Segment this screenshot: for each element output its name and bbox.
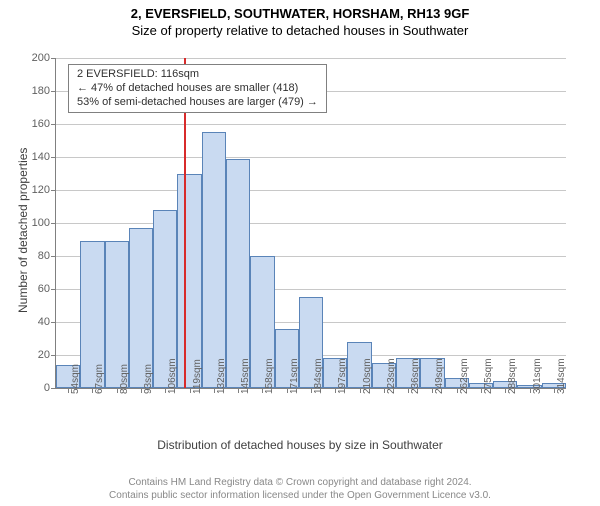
x-tick-label: 93sqm bbox=[143, 364, 154, 394]
x-tick-label: 288sqm bbox=[507, 358, 518, 394]
x-tick-mark bbox=[287, 388, 288, 393]
x-tick-mark bbox=[238, 388, 239, 393]
x-tick-label: 301sqm bbox=[532, 358, 543, 394]
grid-line bbox=[56, 157, 566, 158]
plot-area: 02040608010012014016018020054sqm67sqm80s… bbox=[55, 58, 566, 389]
x-tick-label: 223sqm bbox=[386, 358, 397, 394]
x-tick-label: 197sqm bbox=[337, 358, 348, 394]
y-tick-label: 60 bbox=[38, 283, 56, 295]
x-tick-mark bbox=[384, 388, 385, 393]
x-tick-mark bbox=[190, 388, 191, 393]
y-tick-label: 100 bbox=[32, 217, 56, 229]
x-tick-label: 132sqm bbox=[216, 358, 227, 394]
chart-title-block: 2, EVERSFIELD, SOUTHWATER, HORSHAM, RH13… bbox=[0, 6, 600, 38]
grid-line bbox=[56, 223, 566, 224]
x-tick-mark bbox=[457, 388, 458, 393]
x-tick-label: 80sqm bbox=[119, 364, 130, 394]
footer-line2: Contains public sector information licen… bbox=[0, 489, 600, 502]
x-tick-mark bbox=[408, 388, 409, 393]
x-tick-label: 314sqm bbox=[556, 358, 567, 394]
annotation-box: 2 EVERSFIELD: 116sqm← 47% of detached ho… bbox=[68, 64, 327, 113]
x-tick-mark bbox=[530, 388, 531, 393]
x-tick-mark bbox=[311, 388, 312, 393]
histogram-bar bbox=[177, 174, 201, 389]
x-tick-label: 275sqm bbox=[483, 358, 494, 394]
y-tick-label: 160 bbox=[32, 118, 56, 130]
x-tick-mark bbox=[360, 388, 361, 393]
x-tick-label: 67sqm bbox=[94, 364, 105, 394]
x-tick-label: 54sqm bbox=[70, 364, 81, 394]
y-tick-label: 180 bbox=[32, 85, 56, 97]
x-tick-label: 236sqm bbox=[410, 358, 421, 394]
y-tick-label: 80 bbox=[38, 250, 56, 262]
grid-line bbox=[56, 124, 566, 125]
annotation-line2: ← 47% of detached houses are smaller (41… bbox=[77, 82, 318, 96]
x-tick-mark bbox=[117, 388, 118, 393]
x-tick-label: 106sqm bbox=[167, 358, 178, 394]
x-tick-mark bbox=[141, 388, 142, 393]
annotation-line1: 2 EVERSFIELD: 116sqm bbox=[77, 68, 318, 82]
x-tick-label: 158sqm bbox=[264, 358, 275, 394]
x-tick-label: 210sqm bbox=[362, 358, 373, 394]
x-tick-label: 171sqm bbox=[289, 358, 300, 394]
chart-title-line1: 2, EVERSFIELD, SOUTHWATER, HORSHAM, RH13… bbox=[0, 6, 600, 21]
x-tick-mark bbox=[214, 388, 215, 393]
chart-container: 0 20 40 60 80 100 120 140 160 180 200 54sqm 67sqm 80s… bbox=[0, 46, 600, 446]
x-tick-mark bbox=[68, 388, 69, 393]
footer-attribution: Contains HM Land Registry data © Crown c… bbox=[0, 476, 600, 502]
annotation-line3: 53% of semi-detached houses are larger (… bbox=[77, 96, 318, 110]
grid-line bbox=[56, 190, 566, 191]
x-tick-label: 249sqm bbox=[434, 358, 445, 394]
chart-title-line2: Size of property relative to detached ho… bbox=[0, 23, 600, 38]
y-tick-label: 120 bbox=[32, 184, 56, 196]
x-tick-mark bbox=[481, 388, 482, 393]
y-tick-label: 140 bbox=[32, 151, 56, 163]
histogram-bar bbox=[202, 132, 226, 388]
x-tick-mark bbox=[554, 388, 555, 393]
histogram-bar bbox=[226, 159, 250, 388]
y-axis-title: Number of detached properties bbox=[16, 148, 30, 313]
y-tick-label: 20 bbox=[38, 349, 56, 361]
y-tick-label: 0 bbox=[44, 382, 56, 394]
x-axis-title: Distribution of detached houses by size … bbox=[0, 438, 600, 452]
x-tick-label: 184sqm bbox=[313, 358, 324, 394]
y-tick-label: 200 bbox=[32, 52, 56, 64]
footer-line1: Contains HM Land Registry data © Crown c… bbox=[0, 476, 600, 489]
x-tick-label: 262sqm bbox=[459, 358, 470, 394]
x-tick-label: 145sqm bbox=[240, 358, 251, 394]
grid-line bbox=[56, 58, 566, 59]
x-tick-label: 119sqm bbox=[192, 359, 203, 394]
y-tick-label: 40 bbox=[38, 316, 56, 328]
